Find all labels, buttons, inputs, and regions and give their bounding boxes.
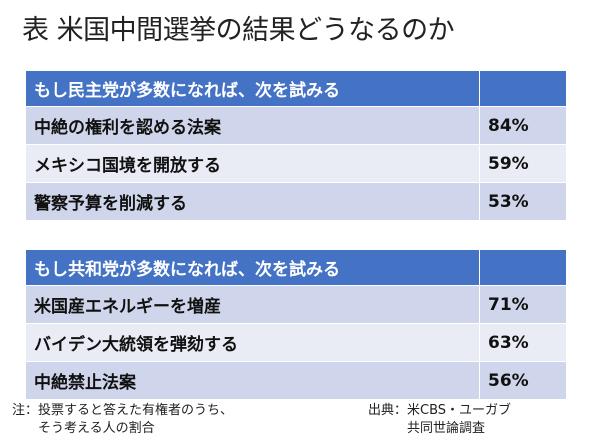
row-value: 84% [479, 106, 567, 145]
row-label: バイデン大統領を弾劾する [25, 323, 480, 362]
table-row: 米国産エネルギーを増産 71% [25, 285, 567, 324]
democrat-table: もし民主党が多数になれば、次を試みる 中絶の権利を認める法案 84% メキシコ国境… [25, 70, 567, 221]
footnote: 注：投票すると答えた有権者のうち、 そう考える人の割合 [12, 403, 234, 436]
row-label: 警察予算を削減する [25, 182, 480, 221]
table-header: もし共和党が多数になれば、次を試みる [25, 249, 567, 286]
row-value: 59% [479, 144, 567, 183]
table-row: 中絶禁止法案 56% [25, 361, 567, 400]
table-row: メキシコ国境を開放する 59% [25, 144, 567, 183]
page-title: 表 米国中間選挙の結果どうなるのか [22, 15, 455, 46]
table-header: もし民主党が多数になれば、次を試みる [25, 70, 567, 107]
row-value: 56% [479, 361, 567, 400]
table-row: バイデン大統領を弾劾する 63% [25, 323, 567, 362]
row-value: 71% [479, 285, 567, 324]
source-note: 出典：米CBS・ユーガブ 共同世論調査 [368, 403, 512, 436]
row-label: メキシコ国境を開放する [25, 144, 480, 183]
row-value: 53% [479, 182, 567, 221]
row-label: 米国産エネルギーを増産 [25, 285, 480, 324]
header-cell: もし民主党が多数になれば、次を試みる [25, 70, 480, 107]
header-cell: もし共和党が多数になれば、次を試みる [25, 249, 480, 286]
table-row: 中絶の権利を認める法案 84% [25, 106, 567, 145]
republican-table: もし共和党が多数になれば、次を試みる 米国産エネルギーを増産 71% バイデン大統… [25, 249, 567, 400]
row-value: 63% [479, 323, 567, 362]
table-row: 警察予算を削減する 53% [25, 182, 567, 221]
row-label: 中絶の権利を認める法案 [25, 106, 480, 145]
row-label: 中絶禁止法案 [25, 361, 480, 400]
